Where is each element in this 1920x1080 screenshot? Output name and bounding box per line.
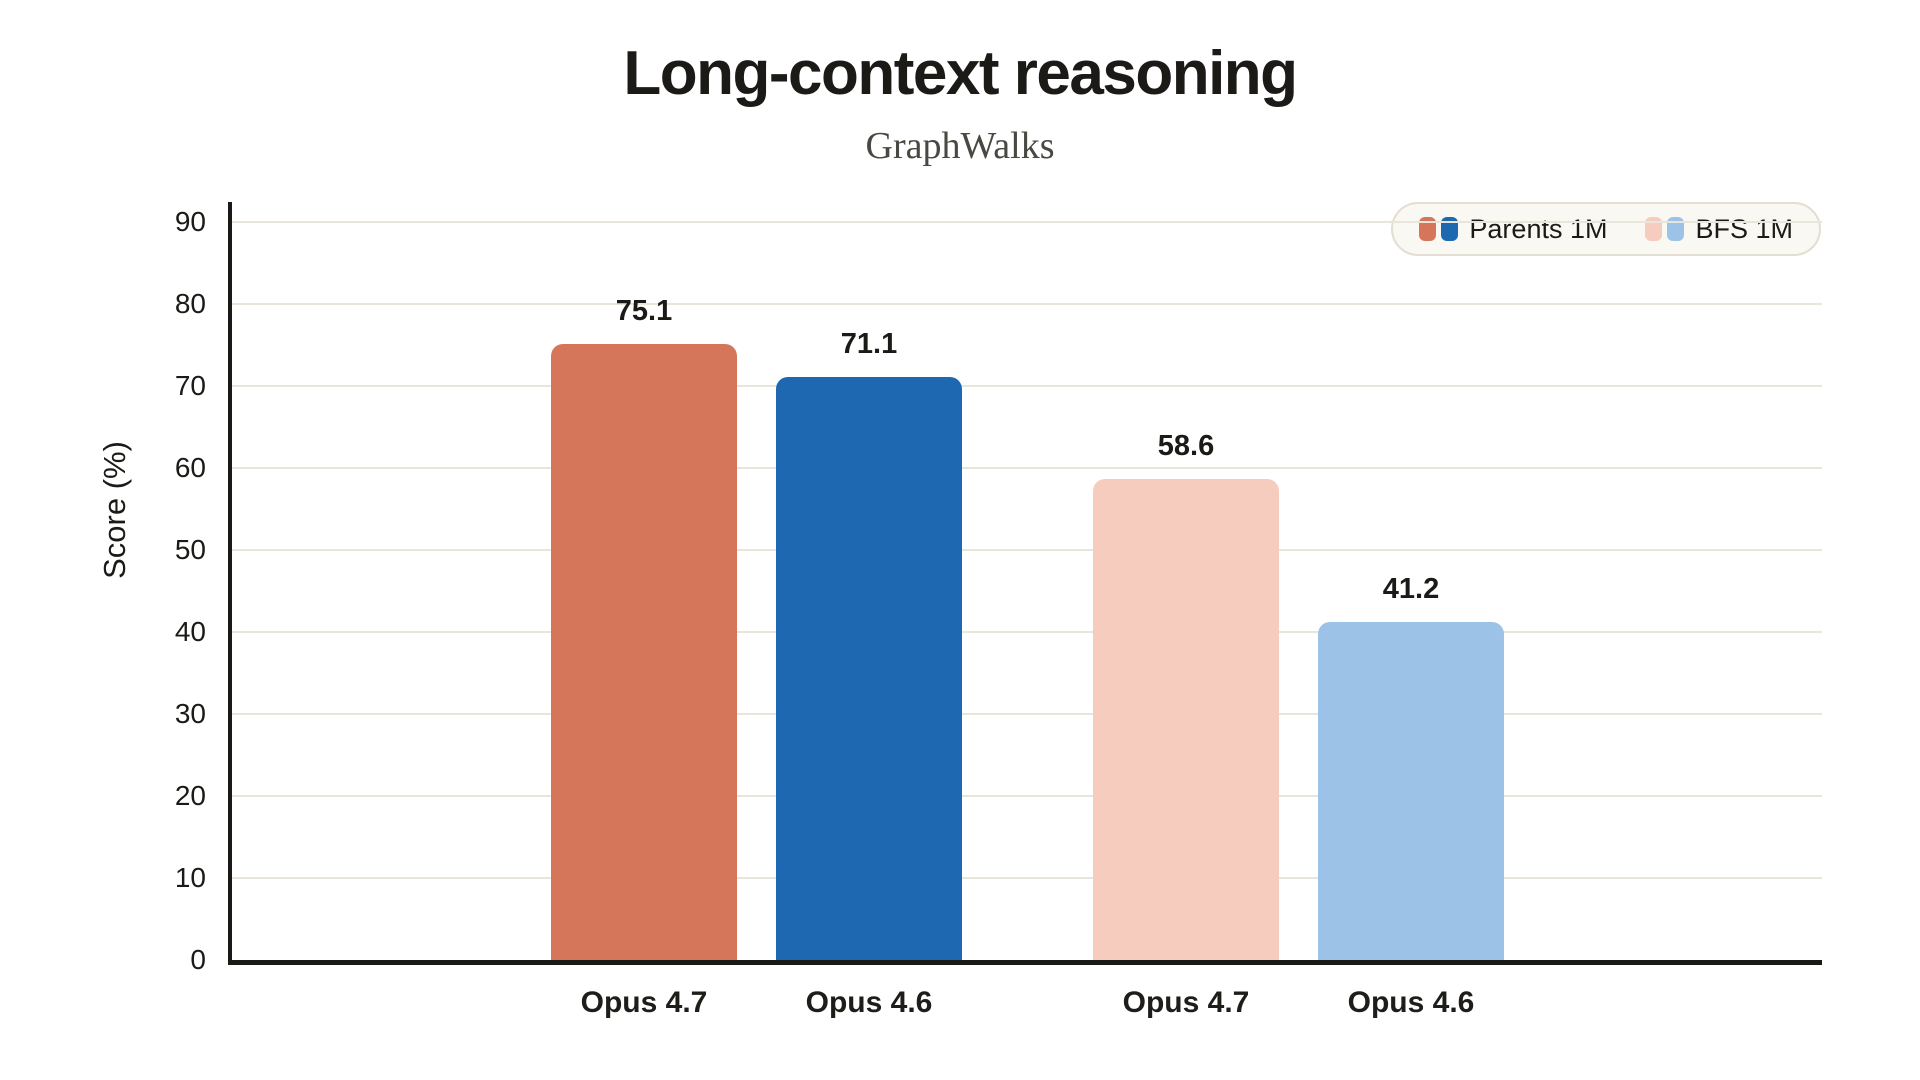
gridline-10 bbox=[232, 877, 1822, 879]
gridline-50 bbox=[232, 549, 1822, 551]
x-category-label: Opus 4.7 bbox=[580, 986, 708, 1019]
y-tick-label-40: 40 bbox=[174, 616, 206, 647]
legend-entry: Parents 1M bbox=[1419, 214, 1607, 245]
y-tick-label-50: 50 bbox=[174, 534, 206, 565]
legend-swatch bbox=[1645, 217, 1663, 241]
bar-opus-4-6-bfs-1m bbox=[1318, 622, 1504, 960]
legend: Parents 1M BFS 1M bbox=[1391, 202, 1821, 256]
y-tick-label-30: 30 bbox=[174, 698, 206, 729]
gridline-90 bbox=[232, 221, 1822, 223]
bar-opus-4-6-parents-1m bbox=[776, 376, 962, 960]
plot-area: Parents 1M BFS 1M 0 10 20 30 40 50 60 70 80 90 75.1… bbox=[175, 202, 1822, 1019]
legend-swatch bbox=[1441, 217, 1459, 241]
y-tick-label-90: 90 bbox=[174, 206, 206, 237]
bar-opus-4-7-parents-1m bbox=[551, 344, 737, 960]
bar-value-label: 58.6 bbox=[1157, 430, 1215, 463]
gridline-60 bbox=[232, 467, 1822, 469]
gridline-20 bbox=[232, 795, 1822, 797]
gridline-40 bbox=[232, 631, 1822, 633]
y-tick-label-60: 60 bbox=[174, 452, 206, 483]
bar-value-label: 71.1 bbox=[840, 327, 898, 360]
y-axis-title: Score (%) bbox=[97, 441, 132, 579]
legend-swatch-pair bbox=[1645, 217, 1685, 241]
legend-label: BFS 1M bbox=[1695, 213, 1793, 244]
y-tick-label-70: 70 bbox=[174, 370, 206, 401]
legend-entry: BFS 1M bbox=[1645, 214, 1793, 245]
y-tick-label-0: 0 bbox=[190, 944, 206, 975]
gridline-70 bbox=[232, 385, 1822, 387]
x-category-label: Opus 4.7 bbox=[1122, 986, 1250, 1019]
legend-swatch bbox=[1419, 217, 1437, 241]
bar-value-label: 75.1 bbox=[615, 295, 673, 328]
legend-swatch-pair bbox=[1419, 217, 1459, 241]
y-tick-label-10: 10 bbox=[174, 862, 206, 893]
x-category-label: Opus 4.6 bbox=[805, 986, 933, 1019]
y-tick-label-20: 20 bbox=[174, 780, 206, 811]
y-tick-label-80: 80 bbox=[174, 288, 206, 319]
chart-title: Long-context reasoning bbox=[623, 39, 1298, 108]
bar-opus-4-7-bfs-1m bbox=[1093, 479, 1279, 960]
chart-subtitle: GraphWalks bbox=[865, 125, 1055, 167]
bar-value-label: 41.2 bbox=[1382, 573, 1440, 606]
legend-label: Parents 1M bbox=[1469, 213, 1608, 244]
gridline-80 bbox=[232, 303, 1822, 305]
legend-swatch bbox=[1667, 217, 1685, 241]
x-category-label: Opus 4.6 bbox=[1347, 986, 1475, 1019]
gridline-30 bbox=[232, 713, 1822, 715]
